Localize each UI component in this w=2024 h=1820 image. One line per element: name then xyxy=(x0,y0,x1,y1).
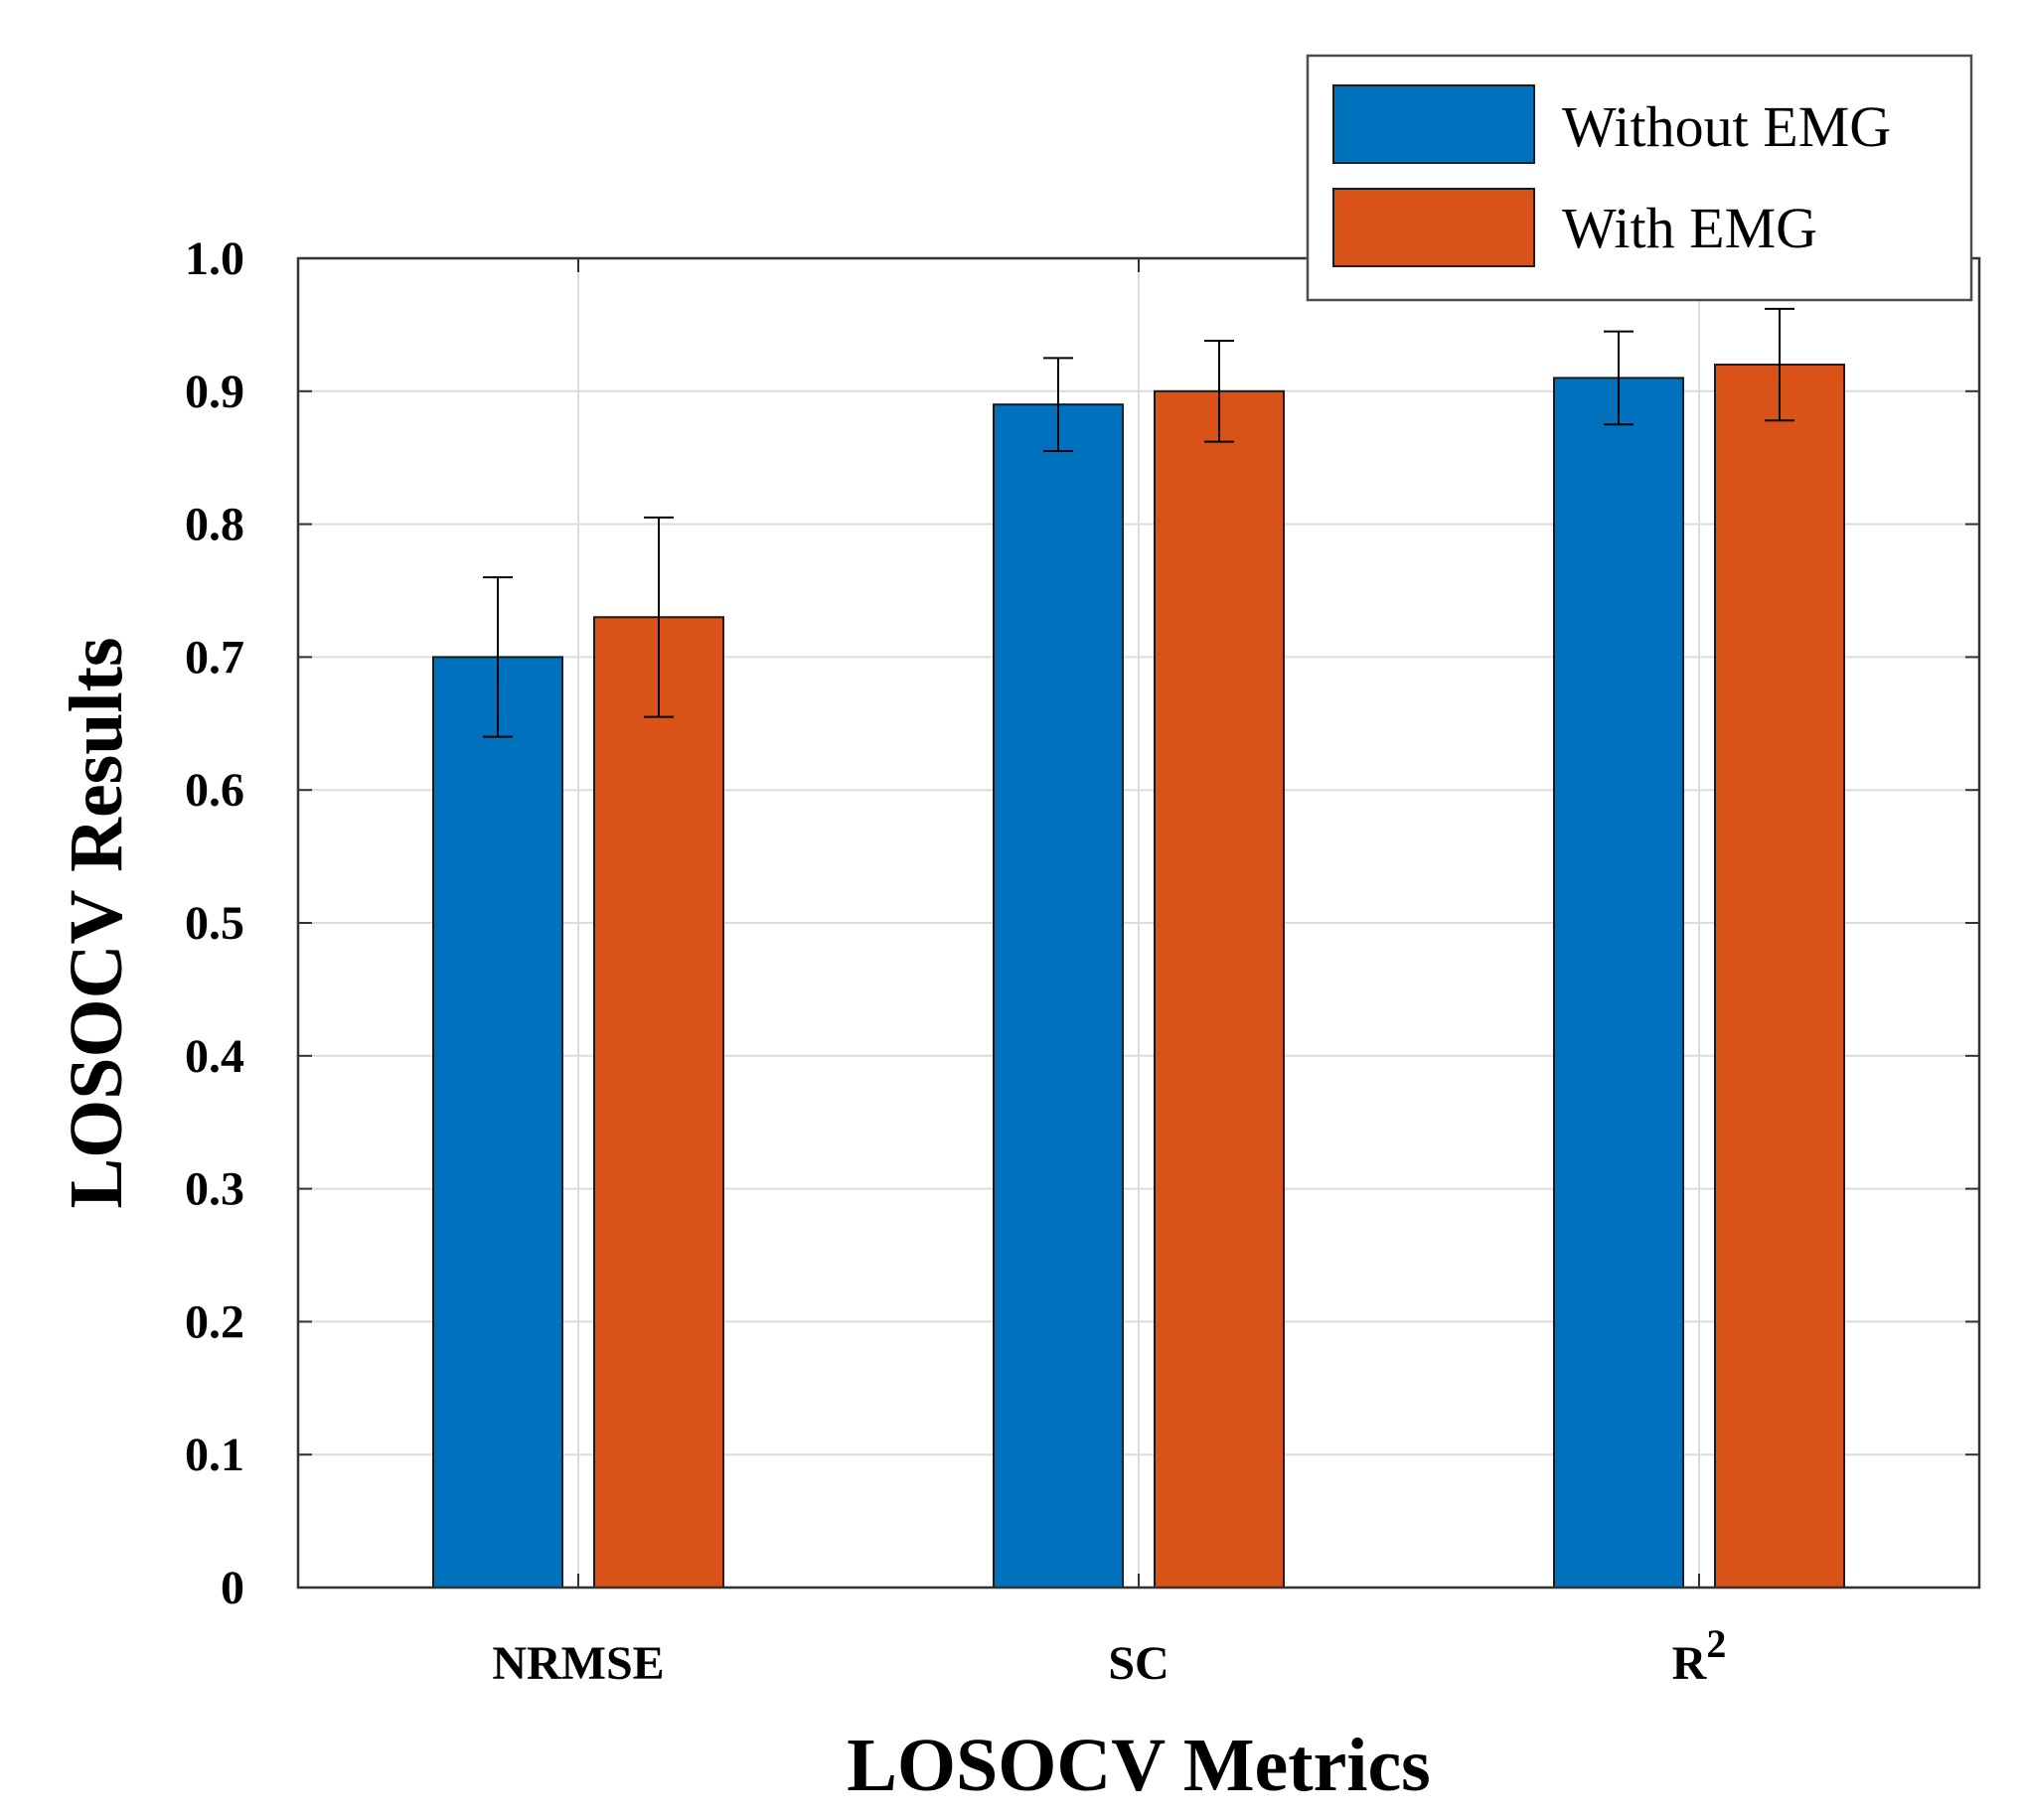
error-layer xyxy=(483,307,1794,738)
bar xyxy=(993,403,1124,1589)
bar-layer xyxy=(432,364,1845,1589)
y-tick-label: 0.9 xyxy=(185,366,244,418)
x-tick-label: SC xyxy=(1108,1637,1168,1690)
y-tick-label: 0.5 xyxy=(185,897,244,950)
y-tick-label: 0.1 xyxy=(185,1429,244,1481)
y-tick-label: 0.6 xyxy=(185,764,244,817)
y-tick-label: 0.2 xyxy=(185,1295,244,1348)
y-tick-layer: 0 0.1 0.2 0.3 0.4 0.5 0.6 0.7 0.8 0.9 1.0 xyxy=(185,232,1979,1614)
bar xyxy=(1714,364,1845,1589)
y-tick-label: 0.3 xyxy=(185,1163,244,1216)
y-tick-label: 0.7 xyxy=(185,631,244,683)
legend-label-with-emg: With EMG xyxy=(1562,196,1817,260)
y-tick-label: 0.4 xyxy=(185,1030,244,1083)
legend-swatch-without-emg xyxy=(1332,84,1535,164)
y-tick-label: 0.8 xyxy=(185,499,244,551)
x-axis-title: LOSOCV Metrics xyxy=(847,1724,1431,1807)
y-tick-label: 1.0 xyxy=(185,232,244,285)
legend-swatch-with-emg xyxy=(1332,188,1535,267)
y-axis-title: LOSOCV Results xyxy=(55,637,138,1208)
bar xyxy=(432,656,563,1589)
legend: Without EMG With EMG xyxy=(1306,54,1973,302)
x-tick-label: R2 xyxy=(1672,1621,1727,1690)
x-tick-layer: NRMSE SC R2 xyxy=(492,258,1726,1690)
bar xyxy=(1553,377,1684,1589)
x-tick-label: NRMSE xyxy=(492,1637,664,1690)
bar xyxy=(593,616,724,1589)
legend-label-without-emg: Without EMG xyxy=(1562,94,1891,159)
bar xyxy=(1154,389,1285,1589)
y-tick-label: 0 xyxy=(221,1562,244,1614)
